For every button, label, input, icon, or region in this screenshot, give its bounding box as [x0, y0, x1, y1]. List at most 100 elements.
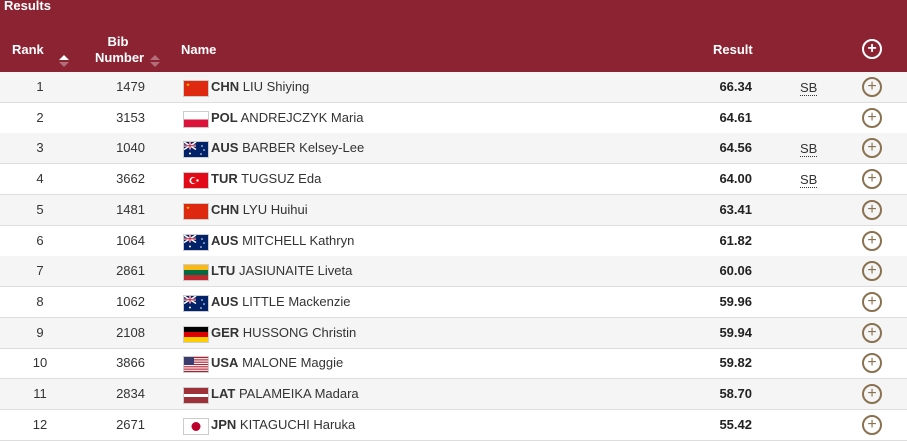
expand-all-plus-icon[interactable]: +: [862, 39, 882, 59]
expand-row-plus-icon[interactable]: +: [862, 199, 882, 220]
rank: 11: [33, 386, 47, 401]
table-row[interactable]: 7 2861 LTU JASIUNAITE Liveta 60.06 +: [0, 256, 907, 288]
athlete-name[interactable]: AUS BARBER Kelsey-Lee: [211, 133, 364, 163]
athlete-name[interactable]: TUR TUGSUZ Eda: [211, 164, 321, 194]
sort-desc-icon[interactable]: [59, 62, 69, 67]
result: 63.41: [719, 201, 752, 217]
table-row[interactable]: 5 1481 CHN LYU Huihui 63.41 +: [0, 194, 907, 226]
flag-icon-aus: [183, 141, 209, 159]
bib-column-header[interactable]: Bib Number: [95, 34, 145, 66]
table-row[interactable]: 6 1064 AUS MITCHELL Kathryn 61.82 +: [0, 226, 907, 257]
result: 60.06: [719, 263, 752, 279]
country-code: GER: [211, 324, 240, 340]
expand-row-plus-icon[interactable]: +: [862, 353, 882, 374]
sort-asc-icon[interactable]: [59, 55, 69, 60]
athlete-name-text: BARBER Kelsey-Lee: [242, 140, 365, 156]
athlete-name[interactable]: AUS LITTLE Mackenzie: [211, 287, 350, 317]
bib-number: 1481: [116, 201, 145, 217]
bib-number: 2861: [116, 263, 145, 279]
athlete-name[interactable]: CHN LIU Shiying: [211, 72, 309, 102]
bib-number: 2834: [116, 386, 145, 401]
result-column-header: Result: [713, 42, 753, 57]
country-code: LAT: [211, 386, 236, 401]
expand-row-plus-icon[interactable]: +: [862, 169, 882, 190]
country-code: CHN: [211, 79, 240, 94]
athlete-name[interactable]: GER HUSSONG Christin: [211, 318, 356, 348]
table-row[interactable]: 4 3662 TUR TUGSUZ Eda 64.00 SB +: [0, 164, 907, 196]
athlete-name-text: HUSSONG Christin: [242, 324, 357, 340]
flag-icon-chn: [183, 202, 209, 220]
rank: 2: [36, 109, 44, 125]
sort-desc-icon[interactable]: [150, 62, 160, 67]
athlete-name-text: LYU Huihui: [242, 201, 308, 217]
rank: 4: [36, 171, 44, 187]
result: 59.94: [719, 324, 752, 340]
table-row[interactable]: 9 2108 GER HUSSONG Christin 59.94 +: [0, 317, 907, 349]
name-column-header: Name: [181, 42, 217, 57]
athlete-name[interactable]: POL ANDREJCZYK Maria: [211, 103, 363, 133]
flag-icon-pol: [183, 110, 209, 128]
table-row[interactable]: 10 3866 USA MALONE Maggie 59.82 +: [0, 348, 907, 380]
rank: 6: [36, 232, 44, 248]
bib-number: 2108: [116, 324, 145, 340]
expand-row-plus-icon[interactable]: +: [862, 107, 882, 128]
rank-column-header[interactable]: Rank: [12, 42, 44, 57]
athlete-name-text: MITCHELL Kathryn: [242, 232, 355, 248]
table-row[interactable]: 11 2834 LAT PALAMEIKA Madara 58.70 +: [0, 379, 907, 410]
flag-icon-lat: [183, 387, 209, 404]
athlete-name-text: PALAMEIKA Madara: [238, 386, 359, 401]
bib-number: 1062: [116, 293, 145, 309]
athlete-name[interactable]: AUS MITCHELL Kathryn: [211, 226, 354, 256]
country-code: JPN: [211, 416, 237, 432]
season-best-badge[interactable]: SB: [800, 141, 818, 158]
result: 59.82: [719, 355, 752, 371]
table-row[interactable]: 12 2671 JPN KITAGUCHI Haruka 55.42 +: [0, 410, 907, 441]
flag-icon-aus: [183, 233, 209, 251]
expand-row-plus-icon[interactable]: +: [862, 384, 882, 404]
athlete-name[interactable]: LTU JASIUNAITE Liveta: [211, 256, 352, 286]
rank: 5: [36, 201, 44, 217]
rank: 3: [36, 140, 44, 156]
expand-row-plus-icon[interactable]: +: [862, 138, 882, 159]
athlete-name-text: TUGSUZ Eda: [241, 171, 322, 187]
expand-row-plus-icon[interactable]: +: [862, 230, 882, 251]
table-row[interactable]: 8 1062 AUS LITTLE Mackenzie 59.96 +: [0, 287, 907, 318]
flag-icon-aus: [183, 294, 209, 312]
rank: 10: [32, 355, 48, 371]
result: 66.34: [719, 79, 752, 94]
country-code: AUS: [211, 232, 239, 248]
bib-number: 3662: [116, 171, 145, 187]
expand-row-plus-icon[interactable]: +: [862, 414, 882, 435]
bib-number: 1040: [116, 140, 145, 156]
athlete-name-text: LITTLE Mackenzie: [242, 293, 351, 309]
athlete-name[interactable]: CHN LYU Huihui: [211, 195, 308, 225]
result: 59.96: [719, 293, 752, 309]
season-best-badge[interactable]: SB: [800, 80, 818, 96]
flag-icon-ger: [183, 325, 209, 343]
expand-row-plus-icon[interactable]: +: [862, 322, 882, 343]
results-title: Results: [4, 0, 51, 13]
table-row[interactable]: 1 1479 CHN LIU Shiying 66.34 SB +: [0, 72, 907, 103]
bib-number: 3153: [116, 109, 145, 125]
expand-row-plus-icon[interactable]: +: [862, 77, 882, 97]
result: 55.42: [719, 416, 752, 432]
bib-number: 3866: [116, 355, 145, 371]
athlete-name[interactable]: LAT PALAMEIKA Madara: [211, 379, 359, 409]
table-row[interactable]: 2 3153 POL ANDREJCZYK Maria 64.61 +: [0, 103, 907, 134]
flag-icon-chn: [183, 80, 209, 97]
results-header: Results Rank Bib Number Name Result +: [0, 0, 907, 72]
flag-icon-usa: [183, 356, 209, 374]
season-best-badge[interactable]: SB: [800, 172, 818, 189]
country-code: AUS: [211, 140, 239, 156]
athlete-name-text: LIU Shiying: [242, 79, 310, 94]
athlete-name[interactable]: JPN KITAGUCHI Haruka: [211, 410, 355, 440]
expand-row-plus-icon[interactable]: +: [862, 291, 882, 312]
athlete-name[interactable]: USA MALONE Maggie: [211, 348, 343, 378]
country-code: TUR: [211, 171, 238, 187]
sort-asc-icon[interactable]: [150, 55, 160, 60]
table-row[interactable]: 3 1040 AUS BARBER Kelsey-Lee 64.56 SB +: [0, 133, 907, 165]
result: 64.56: [719, 140, 752, 156]
bib-header-line2: Number: [95, 50, 145, 65]
flag-icon-jpn: [183, 417, 209, 435]
expand-row-plus-icon[interactable]: +: [862, 261, 882, 282]
